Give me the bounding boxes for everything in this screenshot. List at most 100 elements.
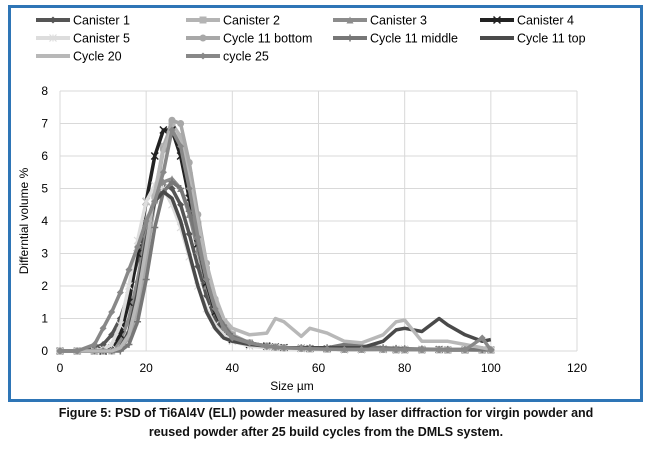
y-axis-label: Differntial volume % [17,167,31,274]
x-tick-label: 100 [481,361,501,375]
data-point-cycle-25 [340,345,348,353]
legend-label: Canister 2 [223,14,280,28]
data-point-canister-1 [168,185,176,192]
data-point-cycle-25 [444,346,452,354]
data-point-cycle-25 [306,345,314,353]
data-point-cycle-25 [461,346,469,354]
data-point-cycle-25 [125,266,133,274]
data-point-cycle-25 [108,308,116,316]
data-point-cycle-25 [194,233,202,241]
figure-caption: Figure 5: PSD of Ti6Al4V (ELI) powder me… [0,404,652,442]
data-point-cycle-11-middle [177,185,185,192]
legend-item-canister-1: Canister 1 [36,14,130,28]
data-point-canister-4 [150,151,159,161]
legend-item-canister-3: Canister 3 [333,14,427,28]
legend-item-canister-2: Canister 2 [186,14,280,28]
y-tick-label: 4 [41,214,48,228]
data-point-cycle-25 [246,339,254,347]
data-point-cycle-25 [211,305,219,313]
data-point-cycle-11-middle [134,318,142,326]
data-point-cycle-25 [418,346,426,354]
legend-marker [346,34,354,42]
data-point-cycle-25 [280,344,288,352]
y-tick-label: 1 [41,312,48,326]
data-point-cycle-11-middle [125,341,133,348]
data-point-canister-2 [177,133,185,140]
data-point-cycle-25 [56,347,64,355]
legend-label: Cycle 11 top [517,32,586,46]
data-point-cycle-25 [185,185,193,192]
data-point-cycle-25 [297,344,305,352]
data-point-cycle-25 [478,334,486,342]
x-tick-label: 40 [226,361,240,375]
legend-marker [49,34,57,42]
y-tick-label: 0 [41,344,48,358]
legend: Canister 1 Canister 2 Canister 3 Canister 4… [36,14,586,64]
legend-item-canister-5: Canister 5 [36,32,130,46]
legend-marker [199,34,207,42]
data-point-cycle-25 [177,142,185,150]
y-tick-label: 5 [41,182,48,196]
data-point-cycle-25 [271,343,279,351]
data-point-canister-4 [159,125,168,135]
legend-label: Cycle 20 [73,50,122,64]
data-point-cycle-25 [159,168,167,176]
data-point-cycle-25 [323,345,331,353]
data-point-cycle-25 [134,243,142,251]
series-cycle-20 [60,128,492,353]
legend-item-cycle-11-middle: Cycle 11 middle [333,32,458,46]
data-point-cycle-25 [358,345,366,353]
data-point-cycle-25 [151,198,159,205]
data-point-canister-5 [116,321,125,329]
data-point-cycle-25 [142,217,150,225]
legend-label: Canister 5 [73,32,130,46]
data-point-canister-5 [125,282,133,290]
data-point-cycle-25 [435,346,443,354]
legend-label: Canister 3 [370,14,427,28]
caption-line-1: Figure 5: PSD of Ti6Al4V (ELI) powder me… [58,406,594,420]
data-point-cycle-25 [263,342,271,350]
x-tick-label: 80 [398,361,412,375]
legend-item-cycle-11-bottom: Cycle 11 bottom [186,32,312,46]
legend-marker [199,16,207,24]
data-point-cycle-11-middle [168,178,176,186]
x-tick-label: 0 [57,361,64,375]
series-layer [55,116,495,356]
chart-frame [8,5,643,402]
y-tick-label: 6 [41,149,48,163]
data-point-cycle-25 [487,346,495,354]
x-axis-label: Size µm [270,379,314,393]
legend-label: cycle 25 [223,50,269,64]
data-point-cycle-25 [401,346,409,354]
data-point-cycle-11-bottom [177,120,185,127]
data-point-cycle-25 [90,341,98,348]
x-tick-label: 20 [139,361,153,375]
data-point-cycle-11-bottom [168,116,176,124]
data-point-cycle-25 [220,324,228,332]
legend-marker [346,16,354,24]
legend-label: Canister 1 [73,14,130,28]
y-tick-label: 3 [41,247,48,261]
data-point-cycle-25 [228,334,236,342]
data-point-cycle-11-middle [151,224,159,231]
legend-item-cycle-25: cycle 25 [186,50,269,64]
legend-marker [199,52,207,60]
data-point-cycle-25 [73,347,81,355]
legend-label: Cycle 11 bottom [223,32,312,46]
data-point-canister-1 [99,341,107,348]
data-point-cycle-25 [202,276,210,283]
data-point-cycle-25 [116,289,124,296]
legend-marker [492,15,502,25]
data-point-cycle-25 [168,126,176,134]
legend-item-canister-4: Canister 4 [480,14,574,28]
data-point-cycle-25 [99,324,107,332]
data-point-canister-5 [107,340,116,349]
data-point-cycle-25 [392,346,400,354]
data-point-canister-1 [185,230,193,238]
x-tick-label: 60 [312,361,326,375]
data-point-canister-1 [177,201,185,209]
data-point-cycle-25 [379,345,387,353]
legend-marker [49,16,57,24]
